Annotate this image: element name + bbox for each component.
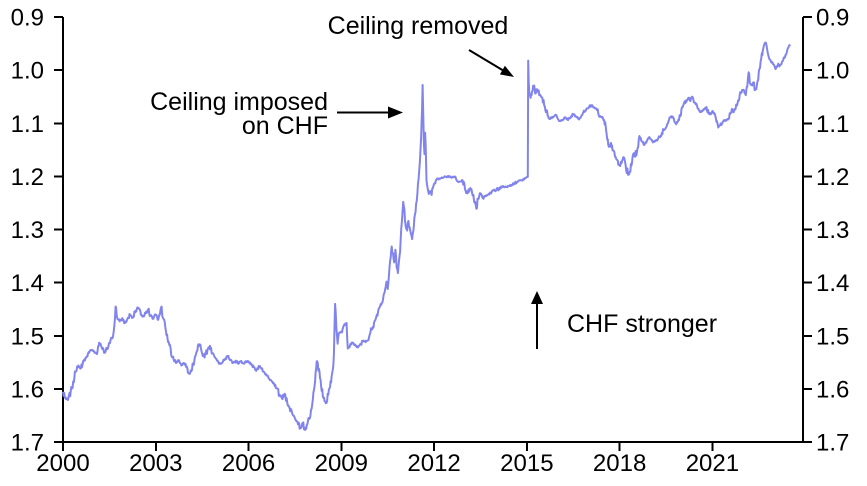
y-tick-label-left: 1.3 — [11, 217, 44, 244]
y-tick-label-right: 1.2 — [816, 164, 849, 191]
y-tick-label-left: 1.2 — [11, 164, 44, 191]
x-tick-label: 2012 — [407, 450, 460, 477]
x-tick-label: 2021 — [686, 450, 739, 477]
y-tick-label-right: 1.1 — [816, 111, 849, 138]
annotation-ceiling-imposed-text-line1: Ceiling imposed — [150, 88, 328, 116]
annotation-chf-stronger: CHF stronger — [531, 291, 717, 349]
y-tick-label-left: 1.0 — [11, 58, 44, 85]
y-tick-label-left: 0.9 — [11, 5, 44, 32]
x-tick-label: 2000 — [36, 450, 89, 477]
y-tick-label-left: 1.4 — [11, 270, 44, 297]
y-tick-label-right: 1.5 — [816, 323, 849, 350]
annotation-chf-stronger-text: CHF stronger — [567, 310, 717, 338]
annotation-ceiling-removed: Ceiling removed — [328, 12, 514, 77]
x-tick-label: 2009 — [315, 450, 368, 477]
x-tick-label: 2018 — [593, 450, 646, 477]
exchange-rate-line-series — [62, 41, 791, 431]
y-tick-label-left: 1.6 — [11, 376, 44, 403]
axes: 0.9 0.9 1.0 1.0 1.1 1.1 1.2 1.2 1.3 1.3 1.4 1.4 1.5 1… — [11, 5, 850, 478]
annotation-ceiling-imposed-text-line2: on CHF — [242, 112, 328, 140]
y-tick-label-right: 1.0 — [816, 58, 849, 85]
y-tick-label-left: 1.1 — [11, 111, 44, 138]
annotation-ceiling-imposed: Ceiling imposed on CHF — [150, 88, 403, 140]
y-tick-label-right: 0.9 — [816, 5, 849, 32]
right-arrow-head-icon — [388, 106, 403, 119]
y-tick-label-right: 1.3 — [816, 217, 849, 244]
y-tick-label-right: 1.4 — [816, 270, 849, 297]
y-tick-label-left: 1.7 — [11, 430, 44, 457]
annotation-ceiling-removed-text: Ceiling removed — [328, 12, 509, 40]
x-tick-label: 2003 — [129, 450, 182, 477]
x-tick-label: 2006 — [222, 450, 275, 477]
y-tick-label-left: 1.5 — [11, 323, 44, 350]
y-tick-label-right: 1.6 — [816, 376, 849, 403]
diagonal-arrow-line — [468, 49, 504, 72]
x-tick-label: 2015 — [500, 450, 553, 477]
y-tick-label-right: 1.7 — [816, 430, 849, 457]
up-arrow-head-icon — [531, 291, 543, 304]
diagonal-arrow-head-icon — [499, 65, 514, 77]
